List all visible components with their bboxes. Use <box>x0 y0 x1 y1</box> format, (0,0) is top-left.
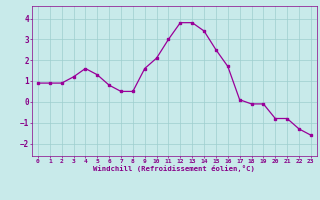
X-axis label: Windchill (Refroidissement éolien,°C): Windchill (Refroidissement éolien,°C) <box>93 165 255 172</box>
